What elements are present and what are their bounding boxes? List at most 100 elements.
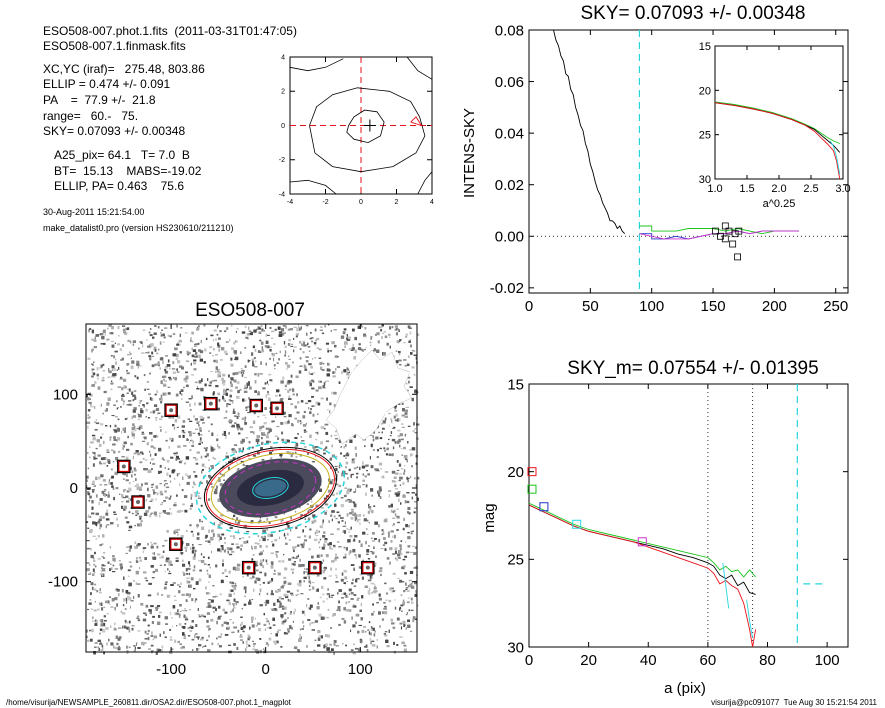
noise-speck <box>260 330 264 332</box>
noise-speck <box>151 364 155 368</box>
noise-speck <box>351 510 354 514</box>
noise-speck <box>395 328 399 330</box>
noise-speck <box>320 616 325 620</box>
noise-speck <box>99 643 103 645</box>
noise-speck <box>301 544 304 547</box>
noise-speck <box>109 568 111 572</box>
noise-speck <box>326 397 328 401</box>
noise-speck <box>308 509 312 511</box>
noise-speck <box>102 457 106 460</box>
noise-speck <box>289 328 293 331</box>
noise-speck <box>163 564 166 566</box>
noise-speck <box>396 515 400 519</box>
noise-speck <box>133 452 137 455</box>
noise-speck <box>273 608 277 611</box>
noise-speck <box>236 647 239 650</box>
noise-speck <box>251 545 253 549</box>
noise-speck <box>364 646 368 648</box>
noise-speck <box>179 586 181 588</box>
noise-speck <box>189 507 192 510</box>
noise-speck <box>103 623 106 627</box>
noise-speck <box>192 533 194 537</box>
noise-speck <box>205 586 207 590</box>
noise-speck <box>366 549 370 552</box>
noise-speck <box>274 516 278 519</box>
noise-speck <box>283 533 286 537</box>
noise-speck <box>257 543 260 545</box>
noise-speck <box>128 646 131 649</box>
noise-speck <box>264 603 267 607</box>
noise-speck <box>316 554 320 558</box>
noise-speck <box>229 581 231 584</box>
noise-speck <box>122 344 124 347</box>
noise-speck <box>173 504 177 507</box>
noise-speck <box>326 616 329 619</box>
noise-speck <box>110 643 114 646</box>
noise-speck <box>309 622 311 626</box>
noise-speck <box>138 515 142 518</box>
noise-speck <box>242 463 245 467</box>
noise-speck <box>263 649 266 653</box>
noise-speck <box>358 514 361 517</box>
noise-speck <box>341 597 344 599</box>
noise-speck <box>382 544 386 546</box>
noise-speck <box>399 553 403 555</box>
noise-speck <box>345 440 348 443</box>
noise-speck <box>142 618 147 622</box>
noise-speck <box>303 364 306 368</box>
noise-speck <box>384 548 387 551</box>
noise-speck <box>415 590 418 593</box>
noise-speck <box>107 494 110 498</box>
inset-ytick-label: 20 <box>699 85 711 97</box>
noise-speck <box>164 366 168 369</box>
noise-speck <box>179 344 181 346</box>
noise-speck <box>193 471 196 473</box>
noise-speck <box>226 622 229 625</box>
noise-speck <box>162 375 165 378</box>
noise-speck <box>191 374 194 376</box>
noise-speck <box>327 363 330 366</box>
noise-speck <box>357 325 361 329</box>
noise-speck <box>148 393 151 396</box>
noise-speck <box>311 337 314 339</box>
noise-speck <box>249 599 251 602</box>
noise-speck <box>174 454 177 456</box>
noise-speck <box>126 363 130 366</box>
noise-speck <box>251 547 253 550</box>
noise-speck <box>278 560 281 563</box>
noise-speck <box>309 604 313 608</box>
noise-speck <box>288 558 292 561</box>
noise-speck <box>383 352 386 355</box>
noise-speck <box>255 328 258 331</box>
noise-speck <box>108 370 112 374</box>
noise-speck <box>357 347 361 351</box>
noise-speck <box>244 648 247 651</box>
noise-speck <box>143 612 147 614</box>
noise-speck <box>375 555 377 558</box>
noise-speck <box>111 475 114 479</box>
noise-speck <box>199 519 201 523</box>
noise-speck <box>388 534 390 538</box>
noise-speck <box>216 408 220 411</box>
noise-speck <box>405 587 409 589</box>
noise-speck <box>323 645 326 649</box>
inset-xtick-label: 1.0 <box>707 183 722 195</box>
noise-speck <box>136 513 139 515</box>
noise-speck <box>396 529 399 531</box>
noise-speck <box>237 468 240 471</box>
noise-speck <box>405 541 407 544</box>
noise-speck <box>392 517 396 519</box>
noise-speck <box>164 539 168 542</box>
noise-speck <box>155 608 158 611</box>
noise-speck <box>182 559 184 562</box>
noise-speck <box>347 477 349 480</box>
noise-speck <box>169 564 173 566</box>
inset-ytick-label: 30 <box>699 174 711 186</box>
noise-speck <box>279 604 282 608</box>
noise-speck <box>331 454 335 458</box>
noise-speck <box>105 626 109 630</box>
noise-speck <box>157 412 161 414</box>
noise-speck <box>145 468 148 471</box>
noise-speck <box>304 514 308 517</box>
noise-speck <box>378 462 383 466</box>
